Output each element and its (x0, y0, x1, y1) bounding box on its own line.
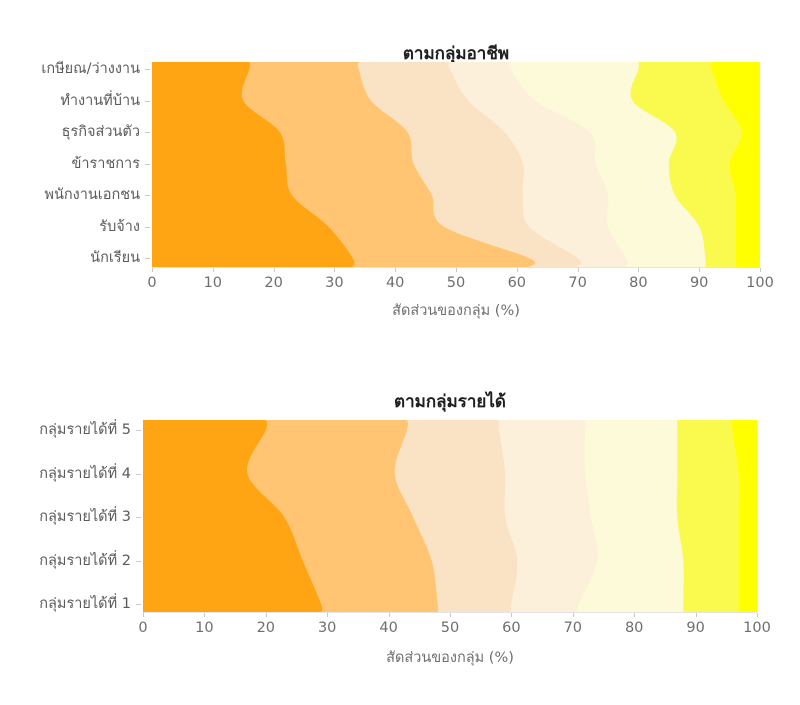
x-tick-label: 70 (568, 275, 587, 291)
y-axis-tick (136, 604, 141, 605)
x-tick-label: 90 (689, 275, 709, 291)
y-axis-tick (145, 132, 150, 133)
x-tick-label: 100 (743, 620, 771, 636)
y-axis-label: รับจ้าง (99, 218, 140, 235)
y-axis-tick (145, 258, 150, 259)
x-axis-tick (388, 613, 390, 617)
x-axis-tick (757, 613, 758, 617)
x-tick-label: 30 (325, 275, 344, 291)
y-axis-label: กลุ่มรายได้ที่ 4 (39, 465, 131, 482)
x-axis-tick (273, 268, 275, 272)
income-x-axis-title: สัดส่วนของกลุ่ม (%) (386, 650, 514, 666)
x-tick-label: 80 (624, 620, 644, 636)
x-tick-label: 50 (440, 620, 460, 636)
x-axis-tick (638, 268, 640, 272)
y-axis-label: ข้าราชการ (71, 155, 140, 172)
x-axis-tick (395, 268, 397, 272)
occupation-chart-title: ตามกลุ่มอาชีพ (402, 44, 510, 65)
y-axis-tick (136, 473, 141, 475)
x-tick-label: 40 (379, 620, 398, 636)
x-axis-line (143, 612, 757, 613)
income-chart-title: ตามกลุ่มรายได้ (394, 392, 506, 413)
occupation-plot-area (152, 62, 760, 267)
x-axis-tick (760, 268, 761, 272)
y-axis-tick (145, 226, 150, 228)
x-tick-label: 40 (385, 275, 405, 291)
band-1 (152, 62, 355, 267)
y-axis-label: กลุ่มรายได้ที่ 3 (39, 509, 131, 525)
x-tick-label: 0 (138, 620, 148, 636)
y-axis-label: นักเรียน (90, 250, 140, 266)
y-axis-label: พนักงานเอกชน (44, 187, 140, 203)
x-tick-label: 80 (629, 275, 648, 291)
x-axis-tick (699, 268, 701, 272)
x-axis-tick (265, 613, 267, 617)
x-tick-label: 100 (746, 275, 774, 291)
x-axis-tick (204, 613, 206, 617)
x-tick-label: 0 (147, 275, 157, 291)
x-axis-tick (334, 268, 336, 272)
income-plot-area (143, 420, 757, 612)
y-axis-tick (136, 430, 141, 431)
band-1 (143, 420, 323, 612)
x-axis-tick (143, 613, 144, 617)
y-axis-label: กลุ่มรายได้ที่ 1 (39, 596, 131, 612)
x-tick-label: 20 (256, 620, 276, 636)
y-axis-tick (145, 195, 150, 196)
x-axis-tick (212, 268, 214, 272)
y-axis-tick (145, 69, 150, 70)
y-axis-tick (136, 560, 141, 562)
y-axis-label: กลุ่มรายได้ที่ 5 (39, 422, 131, 438)
x-tick-label: 30 (317, 620, 337, 636)
x-axis-tick (456, 268, 457, 272)
x-tick-label: 10 (195, 620, 214, 636)
y-axis-label: ธุรกิจส่วนตัว (61, 124, 140, 140)
x-tick-label: 50 (446, 275, 466, 291)
x-axis-tick (450, 613, 451, 617)
x-axis-tick (695, 613, 697, 617)
occupation-x-axis-title: สัดส่วนของกลุ่ม (%) (392, 303, 520, 319)
x-axis-tick (327, 613, 329, 617)
x-axis-tick (152, 268, 153, 272)
y-axis-label: เกษียณ/ว่างงาน (41, 61, 140, 77)
x-tick-label: 20 (264, 275, 283, 291)
y-axis-label: กลุ่มรายได้ที่ 2 (39, 552, 131, 569)
x-tick-label: 70 (563, 620, 583, 636)
y-axis-tick (136, 517, 141, 518)
y-axis-tick (145, 100, 150, 102)
x-tick-label: 60 (502, 620, 521, 636)
x-axis-line (152, 267, 760, 268)
y-axis-tick (145, 163, 150, 165)
x-axis-tick (516, 268, 518, 272)
x-tick-label: 90 (686, 620, 705, 636)
x-tick-label: 10 (203, 275, 223, 291)
x-axis-tick (572, 613, 574, 617)
x-axis-tick (577, 268, 579, 272)
x-tick-label: 60 (507, 275, 527, 291)
x-axis-tick (511, 613, 513, 617)
y-axis-label: ทำงานที่บ้าน (60, 92, 140, 109)
x-axis-tick (634, 613, 636, 617)
